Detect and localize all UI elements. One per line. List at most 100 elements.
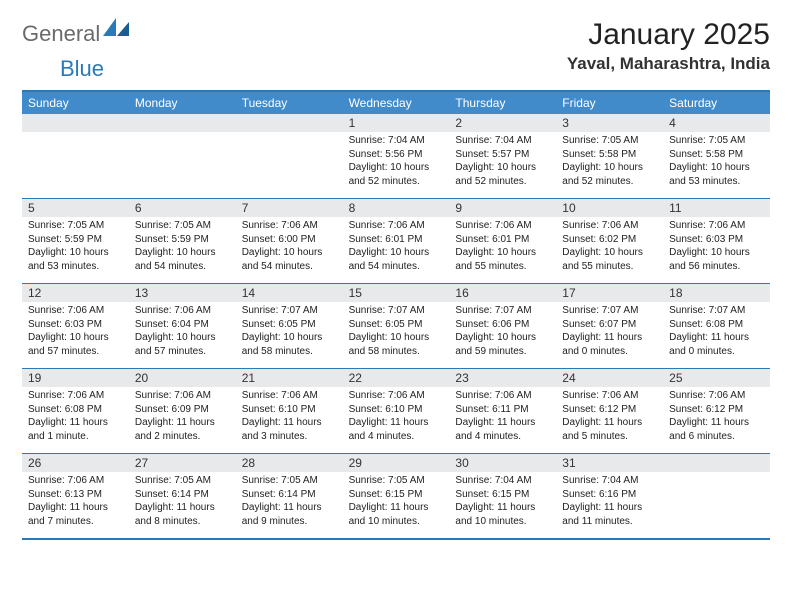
day-details: Sunrise: 7:06 AMSunset: 6:04 PMDaylight:… (129, 302, 236, 362)
day-details: Sunrise: 7:04 AMSunset: 6:15 PMDaylight:… (449, 472, 556, 532)
day-number: 30 (449, 454, 556, 472)
week-row: 19Sunrise: 7:06 AMSunset: 6:08 PMDayligh… (22, 368, 770, 453)
day-number: 17 (556, 284, 663, 302)
day-cell: 12Sunrise: 7:06 AMSunset: 6:03 PMDayligh… (22, 284, 129, 368)
day-details: Sunrise: 7:06 AMSunset: 6:13 PMDaylight:… (22, 472, 129, 532)
week-row: 5Sunrise: 7:05 AMSunset: 5:59 PMDaylight… (22, 198, 770, 283)
day-details: Sunrise: 7:06 AMSunset: 6:03 PMDaylight:… (22, 302, 129, 362)
day-cell: 4Sunrise: 7:05 AMSunset: 5:58 PMDaylight… (663, 114, 770, 198)
day-number: 20 (129, 369, 236, 387)
day-header: Sunday (22, 92, 129, 114)
day-number: 26 (22, 454, 129, 472)
day-cell: 19Sunrise: 7:06 AMSunset: 6:08 PMDayligh… (22, 369, 129, 453)
day-cell: 5Sunrise: 7:05 AMSunset: 5:59 PMDaylight… (22, 199, 129, 283)
day-cell: 26Sunrise: 7:06 AMSunset: 6:13 PMDayligh… (22, 454, 129, 538)
day-cell: 13Sunrise: 7:06 AMSunset: 6:04 PMDayligh… (129, 284, 236, 368)
day-details: Sunrise: 7:06 AMSunset: 6:00 PMDaylight:… (236, 217, 343, 277)
day-details (236, 132, 343, 138)
day-number (22, 114, 129, 132)
day-details: Sunrise: 7:05 AMSunset: 5:58 PMDaylight:… (663, 132, 770, 192)
day-cell: 18Sunrise: 7:07 AMSunset: 6:08 PMDayligh… (663, 284, 770, 368)
day-details: Sunrise: 7:07 AMSunset: 6:06 PMDaylight:… (449, 302, 556, 362)
day-number: 8 (343, 199, 450, 217)
day-cell: 7Sunrise: 7:06 AMSunset: 6:00 PMDaylight… (236, 199, 343, 283)
day-cell: 3Sunrise: 7:05 AMSunset: 5:58 PMDaylight… (556, 114, 663, 198)
day-details (663, 472, 770, 478)
day-cell: 14Sunrise: 7:07 AMSunset: 6:05 PMDayligh… (236, 284, 343, 368)
day-number: 4 (663, 114, 770, 132)
day-details: Sunrise: 7:06 AMSunset: 6:01 PMDaylight:… (449, 217, 556, 277)
day-number (663, 454, 770, 472)
day-header: Saturday (663, 92, 770, 114)
day-details: Sunrise: 7:06 AMSunset: 6:10 PMDaylight:… (343, 387, 450, 447)
day-number: 27 (129, 454, 236, 472)
day-header: Friday (556, 92, 663, 114)
day-cell: 22Sunrise: 7:06 AMSunset: 6:10 PMDayligh… (343, 369, 450, 453)
day-number: 11 (663, 199, 770, 217)
day-header: Monday (129, 92, 236, 114)
day-details: Sunrise: 7:06 AMSunset: 6:11 PMDaylight:… (449, 387, 556, 447)
day-cell (22, 114, 129, 198)
day-number: 12 (22, 284, 129, 302)
day-details: Sunrise: 7:05 AMSunset: 5:59 PMDaylight:… (129, 217, 236, 277)
day-cell: 23Sunrise: 7:06 AMSunset: 6:11 PMDayligh… (449, 369, 556, 453)
day-number: 5 (22, 199, 129, 217)
day-number: 18 (663, 284, 770, 302)
day-cell: 10Sunrise: 7:06 AMSunset: 6:02 PMDayligh… (556, 199, 663, 283)
day-number: 13 (129, 284, 236, 302)
day-cell (236, 114, 343, 198)
day-number: 29 (343, 454, 450, 472)
day-details: Sunrise: 7:06 AMSunset: 6:10 PMDaylight:… (236, 387, 343, 447)
day-details: Sunrise: 7:07 AMSunset: 6:05 PMDaylight:… (343, 302, 450, 362)
day-cell: 2Sunrise: 7:04 AMSunset: 5:57 PMDaylight… (449, 114, 556, 198)
day-details: Sunrise: 7:04 AMSunset: 6:16 PMDaylight:… (556, 472, 663, 532)
day-header: Wednesday (343, 92, 450, 114)
logo: General (22, 18, 131, 49)
calendar-grid: SundayMondayTuesdayWednesdayThursdayFrid… (22, 90, 770, 540)
day-cell: 30Sunrise: 7:04 AMSunset: 6:15 PMDayligh… (449, 454, 556, 538)
day-cell: 1Sunrise: 7:04 AMSunset: 5:56 PMDaylight… (343, 114, 450, 198)
day-header: Tuesday (236, 92, 343, 114)
day-cell: 27Sunrise: 7:05 AMSunset: 6:14 PMDayligh… (129, 454, 236, 538)
location-text: Yaval, Maharashtra, India (567, 54, 770, 74)
day-details: Sunrise: 7:05 AMSunset: 5:59 PMDaylight:… (22, 217, 129, 277)
day-cell: 6Sunrise: 7:05 AMSunset: 5:59 PMDaylight… (129, 199, 236, 283)
day-number: 9 (449, 199, 556, 217)
day-details: Sunrise: 7:05 AMSunset: 6:15 PMDaylight:… (343, 472, 450, 532)
day-cell (663, 454, 770, 538)
day-details: Sunrise: 7:06 AMSunset: 6:02 PMDaylight:… (556, 217, 663, 277)
day-details: Sunrise: 7:06 AMSunset: 6:12 PMDaylight:… (556, 387, 663, 447)
day-number: 14 (236, 284, 343, 302)
day-details: Sunrise: 7:06 AMSunset: 6:12 PMDaylight:… (663, 387, 770, 447)
day-number: 31 (556, 454, 663, 472)
day-cell: 11Sunrise: 7:06 AMSunset: 6:03 PMDayligh… (663, 199, 770, 283)
day-cell: 9Sunrise: 7:06 AMSunset: 6:01 PMDaylight… (449, 199, 556, 283)
day-number: 6 (129, 199, 236, 217)
day-number: 23 (449, 369, 556, 387)
calendar-page: General January 2025 Yaval, Maharashtra,… (0, 0, 792, 558)
day-cell: 20Sunrise: 7:06 AMSunset: 6:09 PMDayligh… (129, 369, 236, 453)
day-number: 19 (22, 369, 129, 387)
logo-sail-icon (103, 18, 129, 41)
day-header: Thursday (449, 92, 556, 114)
day-details: Sunrise: 7:06 AMSunset: 6:08 PMDaylight:… (22, 387, 129, 447)
day-cell: 24Sunrise: 7:06 AMSunset: 6:12 PMDayligh… (556, 369, 663, 453)
day-details (22, 132, 129, 138)
day-number: 7 (236, 199, 343, 217)
day-cell: 21Sunrise: 7:06 AMSunset: 6:10 PMDayligh… (236, 369, 343, 453)
day-details: Sunrise: 7:06 AMSunset: 6:01 PMDaylight:… (343, 217, 450, 277)
week-row: 1Sunrise: 7:04 AMSunset: 5:56 PMDaylight… (22, 114, 770, 198)
day-cell: 8Sunrise: 7:06 AMSunset: 6:01 PMDaylight… (343, 199, 450, 283)
day-cell: 15Sunrise: 7:07 AMSunset: 6:05 PMDayligh… (343, 284, 450, 368)
day-number: 24 (556, 369, 663, 387)
day-details: Sunrise: 7:04 AMSunset: 5:56 PMDaylight:… (343, 132, 450, 192)
day-details: Sunrise: 7:06 AMSunset: 6:03 PMDaylight:… (663, 217, 770, 277)
day-details: Sunrise: 7:07 AMSunset: 6:07 PMDaylight:… (556, 302, 663, 362)
day-details (129, 132, 236, 138)
day-details: Sunrise: 7:05 AMSunset: 6:14 PMDaylight:… (129, 472, 236, 532)
page-title: January 2025 (567, 18, 770, 52)
day-number: 2 (449, 114, 556, 132)
day-number: 1 (343, 114, 450, 132)
day-number: 28 (236, 454, 343, 472)
day-number: 21 (236, 369, 343, 387)
